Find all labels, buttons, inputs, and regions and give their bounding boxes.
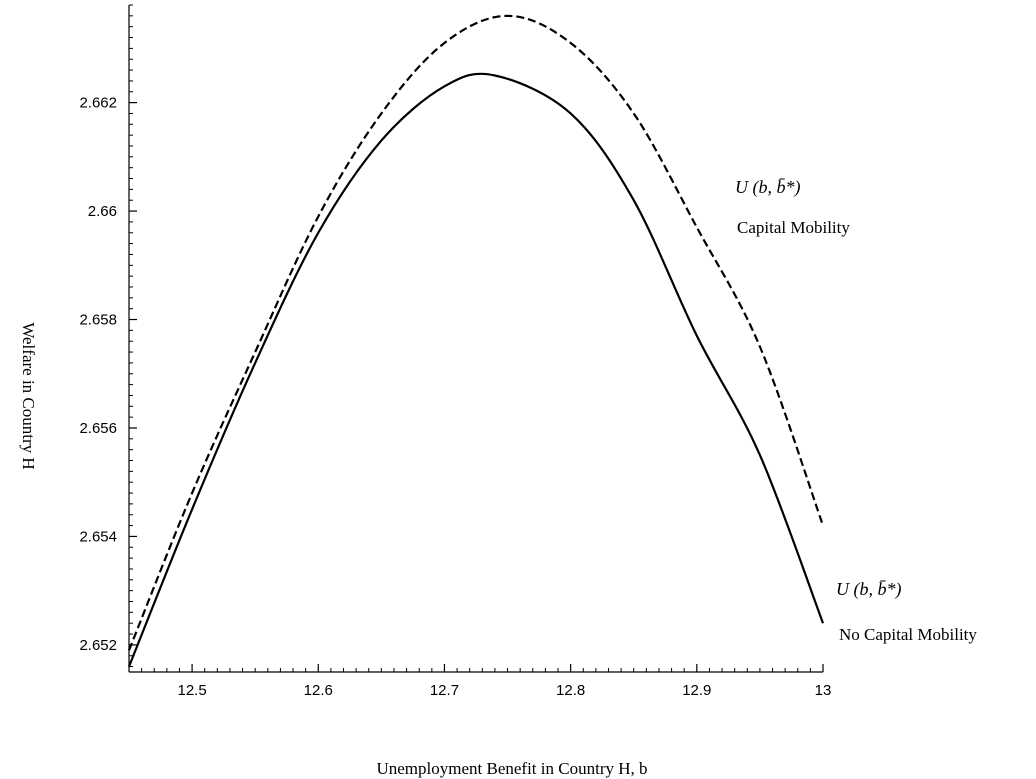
x-tick-label: 12.6 xyxy=(304,682,333,699)
y-tick-label: 2.652 xyxy=(79,637,117,654)
y-tick-label: 2.656 xyxy=(79,420,117,437)
annotation-capital-math: U (b, b̄*) xyxy=(735,177,801,198)
x-tick-label: 12.7 xyxy=(430,682,459,699)
y-tick-label: 2.662 xyxy=(79,95,117,112)
x-tick-label: 12.8 xyxy=(556,682,585,699)
y-tick-label: 2.66 xyxy=(88,203,117,220)
series-no-capital-mobility-line xyxy=(127,72,825,667)
y-tick-label: 2.654 xyxy=(79,528,117,545)
annotation-no-capital-mobility: U (b, b̄*) No Capital Mobility xyxy=(836,579,977,644)
series-layer xyxy=(127,14,825,667)
annotation-no-capital-math: U (b, b̄*) xyxy=(836,579,902,600)
x-tick-label: 12.5 xyxy=(177,682,206,699)
x-tick-label: 12.9 xyxy=(682,682,711,699)
y-ticks: 2.652 2.654 2.656 2.658 2.66 2.662 xyxy=(79,4,137,668)
annotation-capital-text: Capital Mobility xyxy=(737,218,850,237)
annotation-capital-mobility: U (b, b̄*) Capital Mobility xyxy=(735,177,850,237)
annotation-no-capital-text: No Capital Mobility xyxy=(839,625,977,644)
series-capital-mobility-line xyxy=(127,14,825,651)
y-axis-title: Welfare in Country H xyxy=(19,322,38,469)
axes xyxy=(128,5,823,673)
x-tick-label: 13 xyxy=(815,682,832,699)
x-ticks: 12.5 12.6 12.7 12.8 12.9 13 xyxy=(128,664,832,699)
y-tick-label: 2.658 xyxy=(79,312,117,329)
x-axis-title: Unemployment Benefit in Country H, b xyxy=(376,759,647,778)
